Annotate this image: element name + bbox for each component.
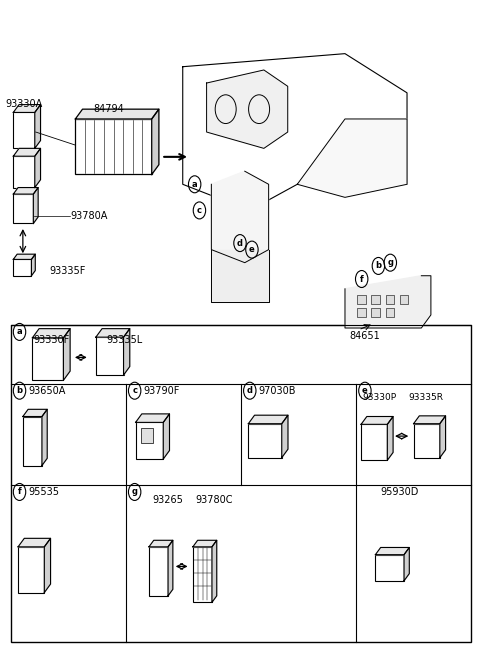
Text: g: g [132,487,138,497]
Polygon shape [13,104,40,112]
Text: 93335R: 93335R [409,394,444,402]
Text: d: d [237,239,243,247]
Polygon shape [13,148,40,156]
Bar [149,547,168,596]
Bar [248,424,282,458]
Polygon shape [75,109,159,119]
Polygon shape [375,548,409,555]
Polygon shape [33,329,70,338]
Bar [357,308,365,317]
Polygon shape [206,70,288,148]
Text: 95535: 95535 [29,487,60,497]
Text: 93330P: 93330P [362,394,396,402]
Bar [13,156,35,188]
Text: a: a [192,180,197,189]
Text: 93265: 93265 [152,495,183,504]
Polygon shape [42,409,47,466]
Polygon shape [212,541,217,602]
Bar [371,308,380,317]
Bar [357,295,365,304]
Text: 84794: 84794 [94,104,124,113]
Polygon shape [297,119,407,197]
Text: c: c [197,206,202,215]
Polygon shape [35,104,40,148]
Bar [136,422,163,459]
Text: e: e [249,245,255,254]
Polygon shape [23,409,47,417]
Bar [96,337,123,375]
Polygon shape [123,329,130,375]
Bar [13,112,35,148]
Bar [13,194,34,224]
Text: f: f [360,274,363,283]
Bar [18,547,44,592]
Bar [371,295,380,304]
Polygon shape [404,548,409,581]
Bar [13,259,32,276]
Polygon shape [34,188,38,224]
Text: a: a [17,327,23,337]
Text: g: g [387,258,393,267]
Polygon shape [18,539,50,547]
Polygon shape [387,417,393,461]
Polygon shape [282,415,288,458]
Bar [33,338,63,380]
Text: b: b [16,386,23,395]
Polygon shape [13,188,38,194]
Text: 93330F: 93330F [34,335,70,344]
Polygon shape [248,415,288,424]
Polygon shape [345,276,431,328]
Polygon shape [136,414,169,422]
Bar [400,295,408,304]
Text: f: f [18,487,22,497]
Bar [414,424,440,458]
Polygon shape [211,171,269,262]
Text: 93790F: 93790F [144,386,180,396]
Text: d: d [247,386,253,395]
Polygon shape [183,54,407,211]
Bar [385,295,394,304]
Polygon shape [13,254,35,259]
Text: 93335F: 93335F [49,266,85,276]
Polygon shape [414,416,445,424]
Bar [141,428,153,443]
Bar [361,424,387,461]
Bar [23,417,42,466]
Polygon shape [44,539,50,592]
Bar [385,308,394,317]
Polygon shape [361,417,393,424]
Text: 95930D: 95930D [380,487,419,497]
Polygon shape [193,541,217,547]
Text: 93330A: 93330A [5,99,42,109]
Polygon shape [163,414,169,459]
Polygon shape [211,250,269,302]
Polygon shape [96,329,130,337]
Bar [75,119,152,174]
Polygon shape [149,541,173,547]
Bar [375,555,404,581]
Text: b: b [375,262,382,270]
Text: 93780A: 93780A [71,211,108,220]
Polygon shape [152,109,159,174]
Polygon shape [440,416,445,458]
Polygon shape [63,329,70,380]
Bar [193,547,212,602]
Text: 93335L: 93335L [107,335,143,344]
Text: c: c [132,386,137,395]
Text: 93780C: 93780C [195,495,233,504]
Polygon shape [35,148,40,188]
Text: 97030B: 97030B [259,386,296,396]
Polygon shape [32,254,35,276]
Polygon shape [168,541,173,596]
Text: 93650A: 93650A [29,386,66,396]
Text: e: e [362,386,368,395]
Text: 84651: 84651 [350,331,381,341]
Bar [11,325,471,642]
